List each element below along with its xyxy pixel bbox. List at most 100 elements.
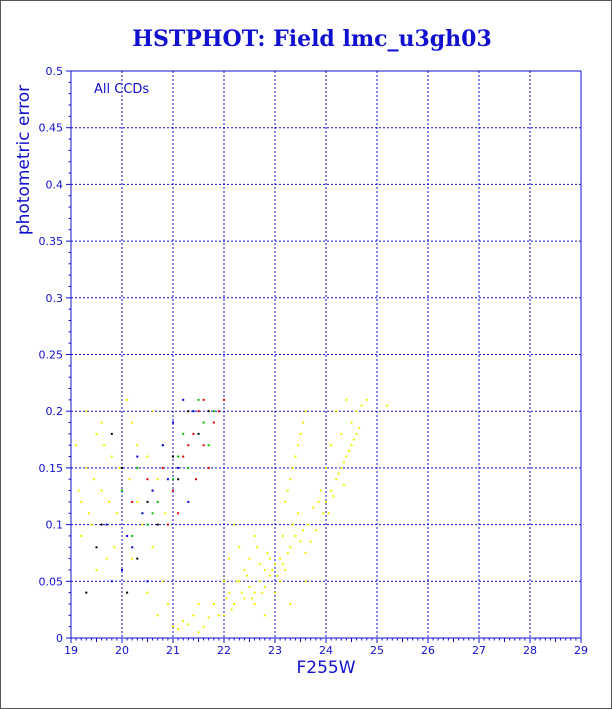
scatter-point-red bbox=[192, 432, 195, 435]
scatter-point-yellow bbox=[258, 563, 261, 566]
scatter-point-yellow bbox=[80, 500, 83, 503]
scatter-point-black bbox=[207, 410, 210, 413]
scatter-point-green bbox=[131, 534, 134, 537]
scatter-point-black bbox=[126, 591, 129, 594]
scatter-point-yellow bbox=[345, 455, 348, 458]
scatter-point-yellow bbox=[253, 534, 256, 537]
scatter-point-yellow bbox=[235, 580, 238, 583]
scatter-point-yellow bbox=[85, 410, 88, 413]
scatter-point-red bbox=[197, 410, 200, 413]
scatter-point-yellow bbox=[276, 574, 279, 577]
scatter-point-yellow bbox=[103, 444, 106, 447]
scatter-point-yellow bbox=[274, 591, 276, 594]
scatter-point-yellow bbox=[202, 625, 205, 628]
y-tick-label: 0.25 bbox=[39, 349, 64, 362]
scatter-point-yellow bbox=[182, 619, 185, 622]
x-axis-label: F255W bbox=[296, 658, 355, 678]
scatter-point-yellow bbox=[197, 631, 200, 634]
scatter-point-black bbox=[85, 591, 88, 594]
scatter-point-yellow bbox=[95, 432, 98, 435]
scatter-point-red bbox=[187, 444, 190, 447]
y-tick-label: 0.3 bbox=[46, 292, 64, 305]
scatter-point-yellow bbox=[360, 404, 363, 407]
scatter-point-yellow bbox=[289, 478, 292, 481]
scatter-point-yellow bbox=[286, 489, 289, 492]
scatter-point-red bbox=[177, 512, 180, 515]
scatter-point-yellow bbox=[136, 444, 139, 447]
scatter-point-yellow bbox=[263, 585, 266, 588]
scatter-point-blue bbox=[192, 410, 195, 413]
x-tick-label: 26 bbox=[421, 644, 435, 657]
scatter-point-yellow bbox=[330, 444, 333, 447]
data-points bbox=[75, 398, 389, 634]
scatter-point-blue bbox=[182, 398, 185, 401]
scatter-point-yellow bbox=[115, 512, 118, 515]
scatter-point-yellow bbox=[131, 421, 134, 424]
x-tick-label: 29 bbox=[574, 644, 588, 657]
scatter-point-yellow bbox=[245, 574, 248, 577]
scatter-point-yellow bbox=[350, 444, 353, 447]
scatter-point-yellow bbox=[279, 557, 282, 560]
scatter-point-red bbox=[131, 500, 134, 503]
scatter-point-green bbox=[121, 489, 123, 492]
scatter-point-yellow bbox=[284, 568, 287, 571]
scatter-point-green bbox=[187, 466, 190, 469]
scatter-point-red bbox=[207, 466, 210, 469]
scatter-point-yellow bbox=[284, 500, 287, 503]
y-tick-label: 0.35 bbox=[39, 235, 64, 248]
x-tick-label: 20 bbox=[115, 644, 129, 657]
scatter-point-yellow bbox=[251, 597, 254, 600]
scatter-point-blue bbox=[131, 546, 134, 549]
y-tick-label: 0.05 bbox=[39, 575, 64, 588]
scatter-point-yellow bbox=[289, 546, 292, 549]
scatter-point-yellow bbox=[233, 523, 236, 526]
y-tick-label: 0.4 bbox=[46, 178, 64, 191]
scatter-point-blue bbox=[177, 466, 180, 469]
scatter-point-yellow bbox=[335, 410, 338, 413]
scatter-point-yellow bbox=[350, 421, 353, 424]
scatter-point-yellow bbox=[271, 568, 274, 571]
scatter-point-yellow bbox=[230, 608, 233, 611]
scatter-point-yellow bbox=[345, 398, 348, 401]
scatter-point-yellow bbox=[386, 404, 389, 407]
scatter-point-green bbox=[146, 523, 149, 526]
scatter-point-yellow bbox=[177, 627, 180, 630]
scatter-point-black bbox=[146, 500, 149, 503]
scatter-point-green bbox=[207, 444, 210, 447]
scatter-point-yellow bbox=[146, 591, 149, 594]
scatter-point-yellow bbox=[263, 614, 266, 617]
scatter-point-yellow bbox=[296, 512, 299, 515]
scatter-point-yellow bbox=[325, 500, 327, 503]
scatter-point-green bbox=[197, 398, 200, 401]
scatter-point-green bbox=[212, 410, 215, 413]
scatter-point-yellow bbox=[253, 591, 256, 594]
scatter-point-yellow bbox=[291, 523, 294, 526]
scatter-point-yellow bbox=[238, 580, 241, 583]
y-tick-label: 0 bbox=[56, 632, 63, 645]
scatter-point-yellow bbox=[151, 546, 154, 549]
x-tick-label: 25 bbox=[370, 644, 384, 657]
scatter-point-green bbox=[182, 432, 185, 435]
scatter-point-black bbox=[156, 523, 159, 526]
scatter-point-yellow bbox=[172, 625, 174, 628]
scatter-point-yellow bbox=[335, 478, 338, 481]
x-tick-label: 24 bbox=[319, 644, 333, 657]
scatter-point-black bbox=[197, 432, 200, 435]
scatter-point-yellow bbox=[302, 529, 305, 532]
scatter-point-blue bbox=[187, 500, 190, 503]
scatter-point-yellow bbox=[243, 568, 246, 571]
scatter-point-red bbox=[182, 455, 185, 458]
scatter-point-yellow bbox=[141, 523, 144, 526]
y-tick-label: 0.1 bbox=[46, 519, 64, 532]
scatter-point-yellow bbox=[294, 534, 297, 537]
scatter-point-yellow bbox=[100, 489, 103, 492]
scatter-point-yellow bbox=[164, 512, 167, 515]
scatter-point-yellow bbox=[253, 602, 256, 605]
chart-annotation: All CCDs bbox=[94, 82, 149, 97]
scatter-point-yellow bbox=[92, 478, 95, 481]
scatter-point-yellow bbox=[258, 580, 261, 583]
scatter-point-red bbox=[217, 410, 220, 413]
scatter-point-red bbox=[202, 398, 205, 401]
scatter-point-yellow bbox=[261, 591, 264, 594]
